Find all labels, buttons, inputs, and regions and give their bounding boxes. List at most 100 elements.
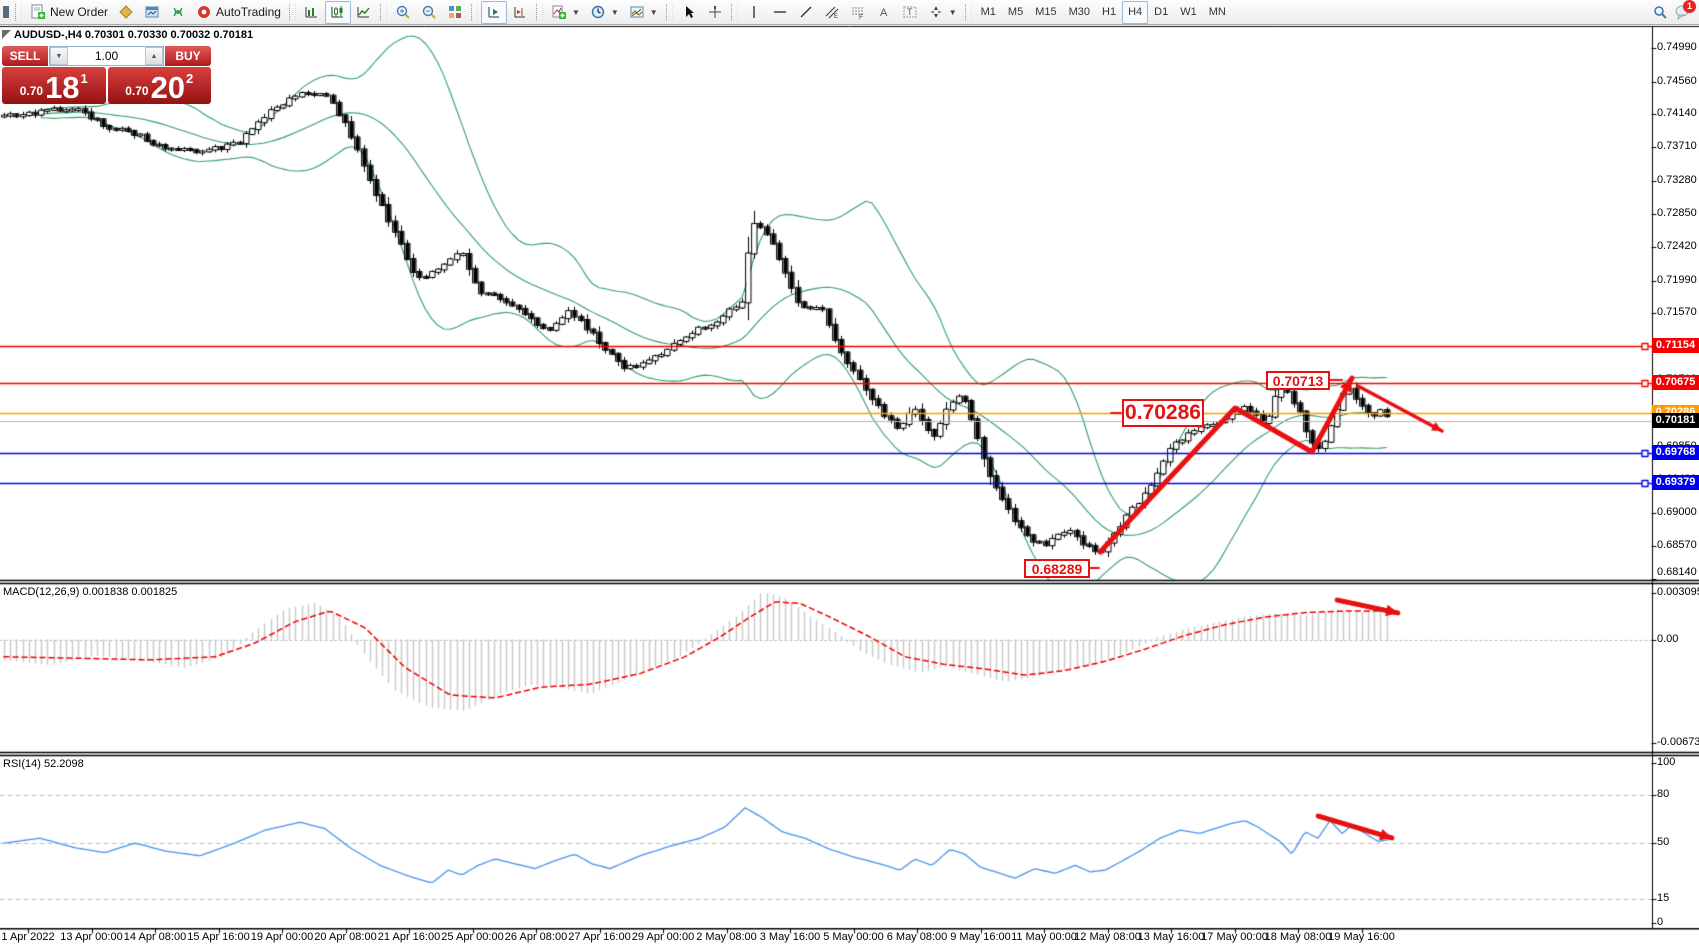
buy-price-sup: 2 xyxy=(186,71,194,86)
time-axis-label[interactable]: 13 Apr 00:00 xyxy=(60,931,123,943)
one-click-collapse-icon[interactable] xyxy=(2,30,11,39)
chevron-down-icon: ▼ xyxy=(948,7,957,17)
auto-scroll-button[interactable] xyxy=(480,0,507,24)
text-label-icon: T xyxy=(902,4,918,20)
horizontal-line-button[interactable] xyxy=(767,1,793,24)
toolbar-grip xyxy=(379,3,387,21)
new-order-button[interactable]: New Order xyxy=(25,1,113,24)
volume-decrease-button[interactable]: ▼ xyxy=(50,47,68,65)
toolbar-grip xyxy=(730,3,738,21)
time-axis-label[interactable]: 27 Apr 16:00 xyxy=(568,931,631,943)
templates-icon xyxy=(629,4,645,20)
templates-button[interactable]: ▼ xyxy=(624,1,663,24)
tab-timeframe-h4[interactable]: H4 xyxy=(1122,0,1149,24)
bar-chart-button[interactable] xyxy=(299,1,325,24)
indicators-button[interactable]: ▼ xyxy=(546,1,585,24)
tab-timeframe-m5[interactable]: M5 xyxy=(1007,6,1024,18)
price-tag: 0.69768 xyxy=(1652,445,1699,460)
search-icon[interactable] xyxy=(1652,4,1668,20)
cursor-button[interactable] xyxy=(676,1,702,24)
time-axis-label[interactable]: 14 Apr 08:00 xyxy=(123,931,187,943)
toolbar: New Order AutoTrading xyxy=(0,0,1699,25)
volume-increase-button[interactable]: ▲ xyxy=(145,47,163,65)
svg-text:E: E xyxy=(834,14,838,20)
time-axis-label[interactable]: 25 Apr 00:00 xyxy=(441,931,504,943)
fibonacci-button[interactable]: F xyxy=(845,1,871,24)
sell-button[interactable]: SELL xyxy=(2,46,48,66)
tab-timeframe-mn[interactable]: MN xyxy=(1208,6,1226,18)
macd-axis-label: 0.003095 xyxy=(1657,585,1699,598)
tab-timeframe-d1[interactable]: D1 xyxy=(1154,6,1169,18)
time-axis-label[interactable]: 20 Apr 08:00 xyxy=(314,931,377,943)
time-axis-label[interactable]: 11 May 00:00 xyxy=(1011,931,1077,943)
toolbar-grip xyxy=(964,3,972,21)
tile-windows-button[interactable] xyxy=(442,1,468,24)
trendline-icon xyxy=(798,4,814,20)
price-callout[interactable]: 0.70286 xyxy=(1122,399,1204,427)
price-axis-label: 0.72850 xyxy=(1657,207,1697,220)
sell-price-big: 18 xyxy=(45,70,80,105)
trendline-button[interactable] xyxy=(793,1,819,24)
chart-title: AUDUSD-,H4 0.70301 0.70330 0.70032 0.701… xyxy=(14,29,254,41)
time-axis-label[interactable]: 19 Apr 00:00 xyxy=(250,931,314,943)
time-axis-label[interactable]: 15 Apr 16:00 xyxy=(187,931,250,943)
text-button[interactable]: A xyxy=(871,1,897,24)
signals-button[interactable] xyxy=(165,1,191,24)
text-label-button[interactable]: T xyxy=(897,1,923,24)
time-axis-label[interactable]: 21 Apr 16:00 xyxy=(377,931,441,943)
line-chart-button[interactable] xyxy=(351,1,377,24)
zoom-in-button[interactable] xyxy=(390,1,416,24)
arrow-objects-icon xyxy=(928,4,944,20)
periods-button[interactable]: ▼ xyxy=(585,1,624,24)
vertical-line-button[interactable] xyxy=(741,1,767,24)
buy-price-prefix: 0.70 xyxy=(125,84,149,98)
crosshair-button[interactable] xyxy=(702,1,728,24)
time-axis-label[interactable]: 19 May 16:00 xyxy=(1328,931,1395,943)
time-axis-label[interactable]: 26 Apr 08:00 xyxy=(504,931,568,943)
buy-button[interactable]: BUY xyxy=(165,46,211,66)
tab-timeframe-m1[interactable]: M1 xyxy=(980,6,996,18)
autotrading-icon xyxy=(196,4,212,20)
periods-clock-icon xyxy=(590,4,606,20)
window-icon xyxy=(3,4,12,20)
buy-price-box[interactable]: 0.70 20 2 xyxy=(107,67,211,104)
volume-value[interactable]: 1.00 xyxy=(94,49,119,63)
time-axis-label[interactable]: 17 May 00:00 xyxy=(1201,931,1268,943)
chat-button[interactable]: 1 xyxy=(1674,0,1696,21)
time-axis-label[interactable]: 2 May 08:00 xyxy=(696,931,757,943)
price-tag: 0.71154 xyxy=(1652,337,1699,353)
price-callout[interactable]: 0.68289 xyxy=(1024,559,1090,578)
autotrading-button[interactable]: AutoTrading xyxy=(191,1,286,24)
time-axis-label[interactable]: 6 May 08:00 xyxy=(886,931,948,943)
price-callout[interactable]: 0.70713 xyxy=(1266,371,1330,390)
time-axis-label[interactable]: 29 Apr 00:00 xyxy=(631,931,695,943)
data-window-button[interactable] xyxy=(139,1,165,24)
time-axis-label[interactable]: 5 May 00:00 xyxy=(823,931,884,943)
time-axis-label[interactable]: 13 May 16:00 xyxy=(1137,931,1205,943)
arrows-button[interactable]: ▼ xyxy=(923,1,962,24)
time-axis-label[interactable]: 12 May 08:00 xyxy=(1074,931,1141,943)
zoom-in-icon xyxy=(395,4,411,20)
chart-shift-button[interactable] xyxy=(507,1,533,24)
time-axis-label[interactable]: 1 Apr 2022 xyxy=(1,931,55,943)
zoom-out-button[interactable] xyxy=(416,1,442,24)
notification-badge: 1 xyxy=(1683,0,1696,13)
price-axis-label: 0.69000 xyxy=(1657,505,1697,518)
chevron-down-icon: ▼ xyxy=(571,7,580,17)
candlestick-chart-button[interactable] xyxy=(324,0,351,24)
sell-price-box[interactable]: 0.70 18 1 xyxy=(2,67,106,104)
time-axis-label[interactable]: 3 May 16:00 xyxy=(759,931,821,943)
price-axis-label: 0.74560 xyxy=(1657,74,1697,87)
tab-timeframe-m30[interactable]: M30 xyxy=(1068,6,1091,18)
price-tag: 0.70675 xyxy=(1652,374,1699,390)
rsi-axis-label: 15 xyxy=(1657,892,1670,904)
tab-timeframe-h1[interactable]: H1 xyxy=(1102,6,1117,18)
tab-timeframe-m15[interactable]: M15 xyxy=(1035,6,1057,18)
time-axis-label[interactable]: 9 May 16:00 xyxy=(950,931,1011,943)
tab-timeframe-w1[interactable]: W1 xyxy=(1180,6,1197,18)
time-axis-label[interactable]: 18 May 08:00 xyxy=(1264,931,1332,943)
channel-button[interactable]: E xyxy=(819,1,845,24)
market-watch-button[interactable] xyxy=(113,1,139,24)
volume-stepper: ▼ 1.00 ▲ xyxy=(49,46,164,66)
